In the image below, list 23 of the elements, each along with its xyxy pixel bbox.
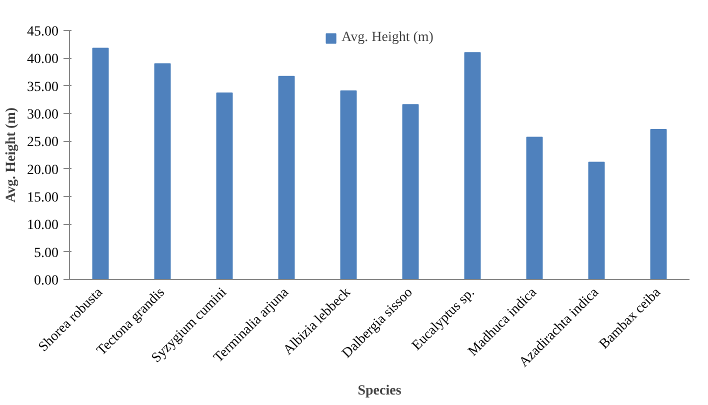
- y-tick-label: 5.00: [34, 246, 58, 261]
- bar: [340, 90, 357, 280]
- y-axis-title: Avg. Height (m): [4, 107, 19, 202]
- bar: [154, 63, 171, 280]
- bar: [526, 136, 543, 280]
- y-tick-label: 35.00: [27, 80, 58, 95]
- bar: [92, 48, 109, 280]
- y-tick-label: 40.00: [27, 52, 58, 68]
- y-tick-label: 45.00: [27, 24, 58, 40]
- bar: [216, 92, 233, 280]
- y-tick-label: 0.00: [34, 274, 58, 288]
- y-tick-label: 25.00: [27, 135, 58, 150]
- legend-label: Avg. Height (m): [342, 30, 434, 46]
- y-tick-label: 30.00: [27, 108, 58, 122]
- bar: [464, 52, 481, 280]
- bar: [588, 162, 605, 280]
- y-tick-label: 20.00: [27, 162, 58, 178]
- bar: [278, 76, 295, 280]
- bar: [402, 104, 419, 280]
- y-tick-label: 15.00: [27, 190, 58, 206]
- y-tick-label: 10.00: [27, 218, 58, 234]
- bar: [650, 129, 667, 280]
- x-axis-title: Species: [358, 384, 402, 399]
